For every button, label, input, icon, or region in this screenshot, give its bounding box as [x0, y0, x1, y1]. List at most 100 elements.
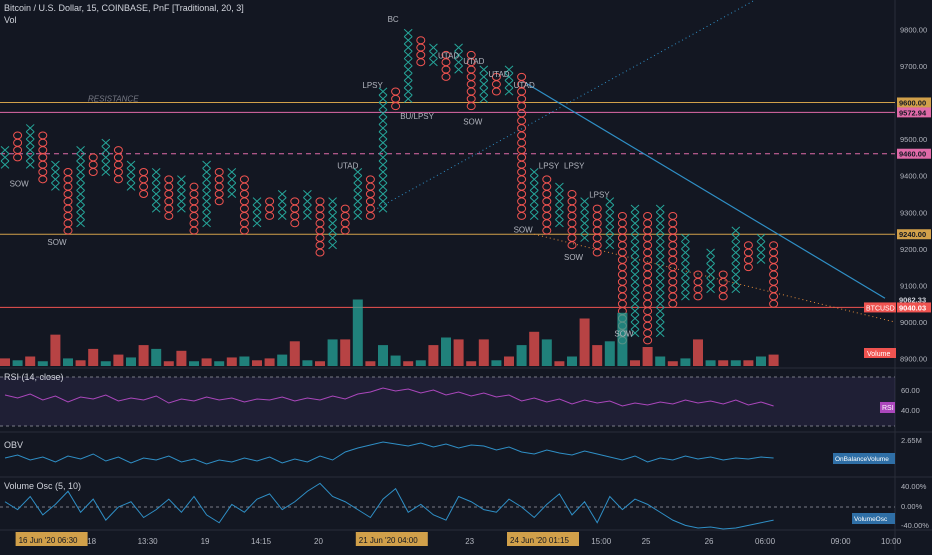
pnf-x-box — [328, 211, 337, 220]
pnf-x-box — [630, 329, 640, 338]
pnf-o-box — [643, 233, 653, 242]
time-tick-label: 23 — [465, 537, 474, 546]
pnf-o-box — [693, 277, 703, 286]
pnf-x-box — [403, 80, 413, 89]
pnf-x-box — [731, 277, 741, 286]
pnf-x-box — [151, 189, 161, 199]
pnf-o-box — [668, 219, 678, 228]
pnf-o-box — [617, 241, 627, 250]
pnf-x-box — [731, 248, 741, 257]
pnf-x-box — [756, 255, 766, 264]
pnf-o-box — [63, 219, 73, 228]
pnf-o-box — [643, 314, 653, 323]
pnf-o-box — [63, 211, 73, 220]
volume-bar — [75, 360, 86, 366]
time-highlight-label: 24 Jun '20 01:15 — [510, 536, 569, 545]
pnf-o-box — [113, 168, 123, 176]
volume-bar — [567, 356, 577, 366]
volume-bar — [579, 318, 590, 366]
pnf-o-box — [315, 241, 325, 250]
pnf-x-box — [605, 211, 615, 220]
pnf-o-box — [567, 211, 577, 220]
pnf-o-box — [416, 43, 426, 52]
pnf-o-box — [38, 175, 48, 184]
volume-bar — [667, 361, 678, 366]
symbol-badge-label: BTCUSD — [866, 305, 895, 312]
volume-bar — [403, 361, 414, 366]
pnf-o-box — [693, 292, 703, 301]
volume-bar — [478, 339, 489, 366]
pnf-x-box — [202, 167, 211, 177]
rsi-badge-label: RSI — [882, 405, 894, 412]
volosc-badge-label: VolumeOsc — [854, 516, 888, 523]
pnf-x-box — [403, 58, 413, 67]
pnf-x-box — [277, 204, 287, 213]
pnf-o-box — [643, 263, 653, 272]
pnf-o-box — [365, 190, 375, 198]
wyckoff-annotation: SOW — [514, 225, 534, 234]
pnf-o-box — [13, 138, 23, 147]
pnf-o-box — [189, 219, 199, 228]
pnf-o-box — [743, 263, 753, 272]
pnf-x-box — [25, 153, 35, 162]
pnf-o-box — [617, 233, 627, 242]
volume-bar — [126, 357, 136, 366]
pnf-x-box — [403, 36, 413, 45]
pnf-o-box — [340, 204, 350, 213]
pnf-x-box — [681, 277, 690, 286]
pnf-x-box — [277, 189, 287, 199]
resistance-label: RESISTANCE — [88, 94, 139, 103]
pnf-o-box — [668, 270, 678, 279]
pnf-o-box — [189, 211, 199, 220]
pnf-x-box — [353, 211, 363, 220]
pnf-x-box — [731, 255, 741, 264]
pnf-o-box — [38, 168, 48, 176]
pnf-o-box — [592, 248, 602, 257]
pnf-o-box — [643, 270, 653, 279]
pnf-x-box — [580, 233, 589, 242]
pnf-o-box — [617, 211, 627, 220]
pnf-o-box — [517, 160, 527, 169]
volume-bar — [730, 360, 741, 366]
wyckoff-annotation: UTAD — [337, 161, 358, 170]
pnf-o-box — [239, 204, 249, 213]
volume-badge — [864, 348, 896, 358]
pnf-o-box — [668, 255, 678, 264]
pnf-x-box — [303, 197, 312, 206]
pnf-x-box — [580, 197, 589, 206]
pnf-x-box — [479, 87, 489, 96]
volume-bar — [768, 354, 779, 366]
pnf-x-box — [454, 43, 463, 52]
pnf-x-box — [328, 226, 337, 235]
pnf-o-box — [769, 263, 779, 272]
pnf-x-box — [529, 175, 539, 184]
wyckoff-annotation: BC — [388, 15, 399, 24]
pnf-o-box — [668, 292, 678, 301]
pnf-o-box — [164, 190, 174, 198]
pnf-x-box — [630, 277, 640, 286]
pnf-x-box — [202, 211, 211, 220]
pnf-x-box — [479, 94, 489, 103]
wyckoff-annotation: SOW — [564, 253, 584, 262]
pnf-o-box — [617, 248, 627, 257]
time-tick-label: 20 — [314, 537, 323, 546]
pnf-o-box — [239, 197, 249, 206]
time-highlight-badge — [507, 532, 579, 546]
pnf-o-box — [239, 175, 249, 184]
volume-bar — [743, 360, 754, 366]
pnf-o-box — [391, 87, 401, 96]
pnf-o-box — [643, 292, 653, 301]
wyckoff-annotation: SOW — [463, 117, 483, 126]
pnf-o-box — [239, 182, 249, 191]
pnf-o-box — [542, 226, 552, 235]
pnf-o-box — [743, 255, 753, 264]
volume-bar — [327, 339, 338, 366]
pnf-x-box — [303, 204, 312, 213]
pnf-x-box — [177, 182, 186, 191]
pnf-o-box — [592, 241, 602, 250]
pnf-x-box — [403, 50, 413, 59]
pnf-o-box — [441, 50, 451, 59]
pnf-o-box — [164, 175, 174, 184]
